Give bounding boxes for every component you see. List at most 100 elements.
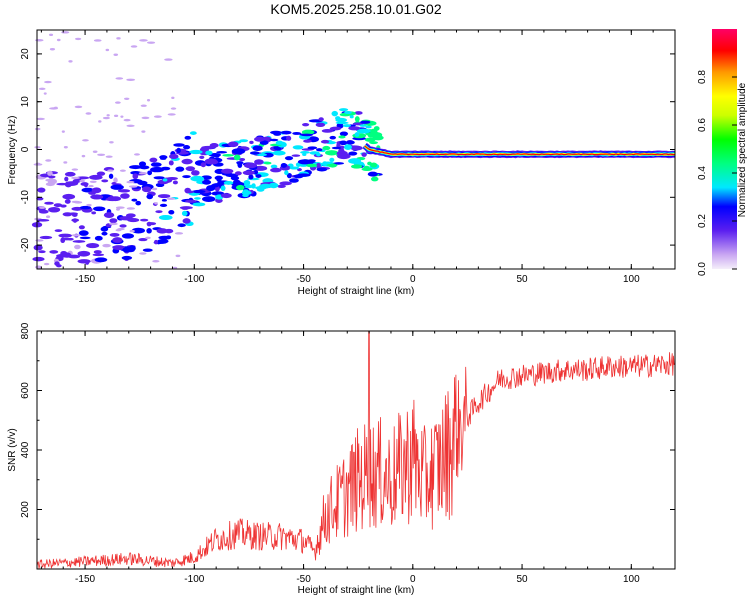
spectral-blob [182,175,191,179]
spectral-blob [181,158,193,165]
spectral-blob [125,213,136,218]
spectral-blob [93,250,102,254]
spectral-blob [316,167,328,172]
spectral-blob [93,39,102,42]
spectral-blob [121,233,135,239]
spectral-blob [92,253,105,257]
spectral-blob [39,235,53,240]
spectral-blob [141,130,146,133]
spectral-blob [164,58,173,61]
spectrogram-ylabel: Frequency (Hz) [7,116,18,185]
spectral-blob [61,31,70,34]
spectral-blob [181,206,189,210]
spectral-blob [249,140,254,145]
spectral-blob [94,235,103,241]
figure-title: KOM5.2025.258.10.01.G02 [270,1,441,17]
spectral-blob [335,116,341,121]
spectral-blob [168,160,174,166]
spectral-blob [161,199,167,202]
spectral-blob [367,161,372,166]
spectral-blob [49,250,59,254]
spectral-blob [72,218,78,223]
spectral-blob [43,92,47,95]
spectral-blob [146,221,152,227]
spectral-blob [78,225,85,230]
spectral-blob [159,203,168,208]
spectral-blob [186,190,194,194]
spectral-blob [350,145,363,151]
spectral-blob [123,118,131,122]
spectral-blob [361,152,367,157]
spectral-blob [359,124,367,127]
spectral-blob [234,171,242,176]
spectral-blob [349,115,354,119]
spectral-blob [370,162,378,168]
spectral-blob [210,185,219,188]
spectral-blob [354,132,360,137]
spectral-blob [126,78,136,81]
spectral-blob [339,140,348,146]
spectrogram-xtick-label: 100 [623,274,640,285]
spectral-blob [106,114,110,117]
spectral-blob [170,107,177,110]
spectral-blob [134,153,140,156]
spectral-blob [158,215,173,221]
spectral-blob [338,135,346,139]
spectral-blob [231,148,246,155]
spectral-blob [45,178,53,182]
spectral-blob [171,96,175,100]
spectral-blob [165,235,172,240]
spectral-blob [336,153,351,160]
spectral-blob [103,212,115,218]
spectrogram-xtick-label: -50 [296,274,311,285]
spectral-blob [110,184,124,190]
spectral-blob [322,145,331,151]
spectral-blob [139,252,147,255]
spectral-blob [307,146,318,150]
spectral-blob [256,153,268,157]
spectral-blob [65,181,79,186]
spectral-blob [96,171,106,176]
spectral-blob [138,237,148,242]
spectral-blob [75,37,82,41]
spectral-blob [192,189,206,194]
spectral-blob [333,162,345,165]
spectral-blob [117,189,131,193]
spectral-blob [162,178,168,182]
spectral-blob [86,243,100,249]
spectral-blob [280,130,292,135]
spectral-blob [61,130,65,133]
spectral-blob [342,124,351,128]
spectral-blob [38,250,46,254]
spectral-blob [331,146,342,150]
snr-series-line [36,330,676,569]
spectral-blob [167,113,176,116]
spectral-blob [156,228,168,234]
spectral-blob [345,140,355,145]
spectral-blob [89,180,97,183]
spectral-blob [77,250,91,257]
spectral-blob [252,145,263,152]
spectral-blob [113,177,118,184]
snr-ytick-label: 800 [20,322,31,339]
spectral-blob [150,166,165,173]
spectral-blob [174,232,184,235]
snr-panel: -150 -100 -50 0 50 100 200 400 600 800 Height of … [7,322,676,596]
spectral-blob [71,176,80,180]
colorbar-ticks: 0.0 0.2 0.4 0.6 0.8 [697,70,737,276]
spectral-blob [153,239,159,245]
spectral-blob [64,199,71,204]
spectral-blob [56,264,62,268]
spectral-blob [105,197,120,202]
spectrogram-ytick-label: 10 [20,96,31,108]
spectral-blob [71,200,81,204]
spectral-blob [177,223,186,228]
spectral-blob [154,202,158,205]
spectral-blob [166,176,178,181]
spectral-blob [130,45,138,48]
spectral-blob [339,131,349,137]
spectral-blob [32,256,45,262]
spectral-blob [155,210,163,214]
colorbar-tick-label: 0.8 [697,70,708,84]
spectral-blob [286,172,292,179]
